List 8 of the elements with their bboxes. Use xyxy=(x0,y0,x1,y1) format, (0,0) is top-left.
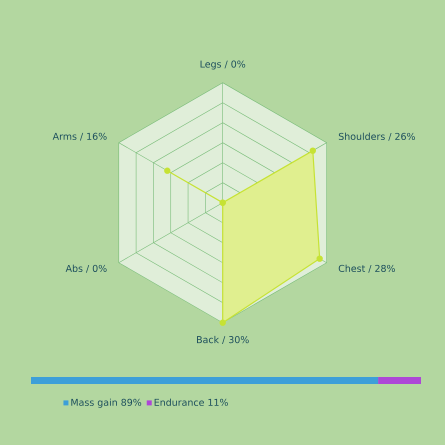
spoke-label: Legs / 0% xyxy=(200,60,246,70)
legend-label: Mass gain 89% xyxy=(71,398,142,408)
spoke-label: Abs / 0% xyxy=(66,264,107,273)
spoke-label: Arms / 16% xyxy=(52,132,107,141)
spoke-label: Shoulders / 26% xyxy=(338,132,416,141)
spoke-label: Chest / 28% xyxy=(338,264,395,273)
legend-label: Endurance 11% xyxy=(154,398,228,406)
spoke-label: Back / 30% xyxy=(197,336,249,344)
